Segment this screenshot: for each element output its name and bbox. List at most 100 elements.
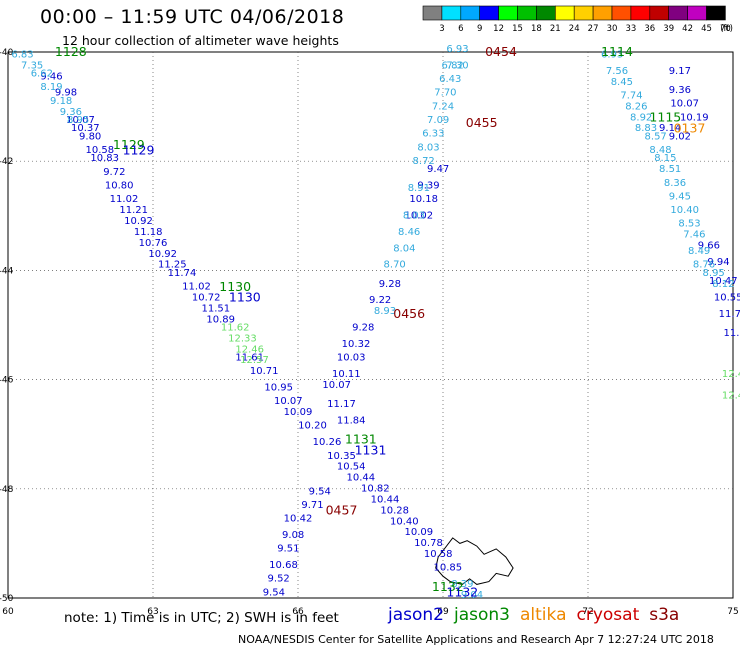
swh-value-label: 9.39: [417, 181, 439, 192]
plot-border: [7, 51, 734, 599]
pass-time-label: 1130: [229, 290, 261, 305]
x-tick-label: 75: [727, 607, 738, 617]
swh-value-label: 10.09: [284, 407, 313, 418]
swh-value-label: 10.58: [424, 549, 453, 560]
swh-value-label: 12.46: [235, 344, 264, 355]
pass-time-label: 1129: [123, 142, 155, 157]
axis-ticks: 60 63 66 69 72 75 -40 -42 -44 -46 -48 -50: [0, 48, 739, 617]
swh-value-label: 6.62: [31, 69, 53, 80]
swh-value-label: 8.12: [712, 279, 734, 290]
swh-value-label: 8.76: [693, 260, 715, 271]
colorbar-tick-label: 39: [663, 24, 674, 34]
swh-value-label: 10.28: [380, 505, 409, 516]
swh-value-label: 10.07: [66, 115, 95, 126]
swh-value-label: 10.95: [264, 383, 293, 394]
swh-value-label: 10.40: [390, 516, 419, 527]
swh-value-label: 10.09: [405, 527, 434, 538]
colorbar-swatch: [630, 5, 651, 21]
swh-value-label: 10.89: [206, 314, 235, 325]
swh-value-label: 10.68: [269, 560, 298, 571]
swh-value-label: 9.36: [669, 85, 691, 96]
colorbar-swatch: [460, 5, 480, 21]
swh-value-label: 8.26: [625, 101, 647, 112]
pass-time-label: 0456: [393, 306, 425, 321]
colorbar-swatch: [611, 5, 632, 21]
pass-time-label: 1131: [355, 443, 387, 458]
pass-time-label: 1130: [219, 279, 251, 294]
swh-value-label: 8.04: [393, 243, 415, 254]
swh-value-label: 10.92: [148, 249, 177, 260]
colorbar-swatch: [422, 5, 443, 21]
swh-value-label: 10.54: [337, 462, 366, 473]
swh-value-label: 9.02: [669, 131, 691, 142]
swh-value-label: 9.94: [707, 257, 729, 268]
swh-value-label: 9.14: [659, 123, 681, 134]
swh-value-label: 10.07: [274, 396, 303, 407]
swh-value-label: 9.17: [669, 66, 691, 77]
swh-value-label: 9.28: [379, 279, 401, 290]
swh-value-label: 8.95: [67, 115, 89, 126]
swh-value-label: 11.17: [327, 399, 356, 410]
colorbar-tick-label: 6: [458, 24, 463, 34]
swh-value-label: 10.78: [414, 538, 443, 549]
swh-value-label: 10.37: [71, 123, 100, 134]
legend-jason3: jason3: [454, 605, 510, 625]
legend-altika: altika: [520, 605, 567, 625]
swh-value-label: 7.35: [21, 60, 43, 71]
swh-value-label: 8.92: [630, 112, 652, 123]
swh-value-label: 11.51: [202, 303, 231, 314]
swh-value-label: 12.33: [228, 333, 257, 344]
swh-value-label: 10.92: [124, 216, 153, 227]
swh-value-label: 10.85: [434, 563, 463, 574]
x-tick-label: 66: [292, 607, 304, 617]
colorbar-swatch: [687, 5, 707, 21]
colorbar-swatch: [554, 5, 575, 21]
data-points: 9.469.9810.0710.379.8010.5810.839.7210.8…: [11, 44, 740, 601]
x-tick-label: 63: [147, 607, 158, 617]
colorbar-swatch: [498, 5, 518, 21]
swh-value-label: 8.91: [408, 183, 430, 194]
y-tick-label: -48: [0, 485, 14, 495]
swh-value-label: 9.28: [352, 322, 374, 333]
colorbar-swatch: [592, 5, 613, 21]
colorbar-swatch: [573, 5, 594, 21]
colorbar-tick-label: 21: [550, 24, 561, 34]
colorbar-swatch: [668, 5, 688, 21]
swh-value-label: 10.80: [105, 181, 134, 192]
swh-value-label: 10.40: [670, 205, 699, 216]
swh-value-label: 10.55: [714, 292, 740, 303]
colorbar-tick-label: 70: [720, 24, 731, 34]
swh-value-label: 8.83: [635, 123, 657, 134]
colorbar-tick-label: 18: [531, 24, 542, 34]
pass-time-label: 1132: [432, 579, 464, 594]
swh-value-label: 12.4: [722, 369, 740, 380]
pass-time-label: 1132: [446, 585, 478, 600]
grid-lines: [8, 52, 733, 598]
swh-value-label: 10.44: [371, 494, 400, 505]
swh-value-label: 10.72: [192, 292, 221, 303]
swh-value-label: 11.02: [110, 194, 139, 205]
colorbar-tick-label: 9: [477, 24, 482, 34]
swh-value-label: 7.74: [620, 90, 642, 101]
swh-value-label: 8.70: [384, 260, 406, 271]
swh-value-label: 11.62: [221, 322, 250, 333]
swh-value-label: 12.4: [722, 391, 740, 402]
x-tick-label: 69: [437, 607, 449, 617]
page-subtitle: 12 hour collection of altimeter wave hei…: [62, 33, 339, 48]
swh-value-label: 10.03: [337, 352, 366, 363]
swh-value-label: 8.95: [703, 268, 725, 279]
swh-value-label: 10.47: [709, 276, 738, 287]
legend-cryosat: cryosat: [576, 605, 640, 625]
swh-value-label: 8.72: [413, 156, 435, 167]
swh-value-label: 7.70: [434, 88, 456, 99]
pass-time-label: 0137: [674, 120, 706, 135]
swh-value-label: 9.54: [263, 587, 285, 598]
footer-credit: NOAA/NESDIS Center for Satellite Applica…: [238, 633, 714, 646]
colorbar-tick-label: 45: [701, 24, 712, 34]
pass-time-label: 0455: [466, 115, 498, 130]
swh-value-label: 6.43: [439, 74, 461, 85]
swh-value-label: 9.18: [50, 96, 72, 107]
swh-value-label: 8.45: [611, 77, 633, 88]
swh-value-label: 9.51: [277, 544, 299, 555]
